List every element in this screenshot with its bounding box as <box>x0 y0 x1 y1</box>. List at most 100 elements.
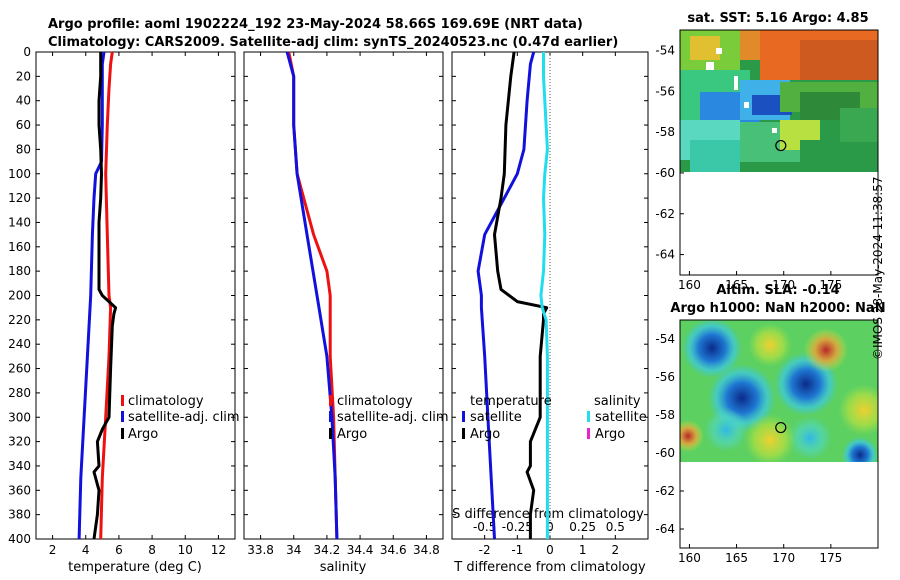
x-tick-label: -1 <box>511 543 523 557</box>
y-tick-label: 240 <box>8 337 31 351</box>
s-tick-label: -0.5 <box>473 520 496 534</box>
y-tick-label: 380 <box>8 508 31 522</box>
legend-label-climatology: climatology <box>128 394 204 409</box>
legend-label-argo: Argo <box>337 427 367 442</box>
sst-profile-marker <box>775 139 787 152</box>
y-tick-label: 180 <box>8 264 31 278</box>
legend-label-climatology: climatology <box>337 394 413 409</box>
y-tick-label: 140 <box>8 215 31 229</box>
temperature-xlabel: temperature (deg C) <box>68 560 202 575</box>
sla-lon-label: 170 <box>772 551 795 565</box>
y-tick-label: 0 <box>23 45 31 59</box>
x-tick-label: 34.8 <box>413 543 440 557</box>
x-tick-label: 34 <box>286 543 301 557</box>
sla-map-title-2: Argo h1000: NaN h2000: NaN <box>670 301 885 316</box>
y-tick-label: 40 <box>16 94 31 108</box>
legend-label-satellite: satellite <box>595 410 647 425</box>
x-tick-label: 10 <box>178 543 193 557</box>
title-line-1: Argo profile: aoml 1902224_192 23-May-20… <box>48 17 583 32</box>
legend-swatch-argo <box>121 428 124 439</box>
y-tick-label: 400 <box>8 532 31 546</box>
series-line-salinity-satellite <box>539 52 549 539</box>
sla-lat-label: -54 <box>655 332 675 346</box>
y-tick-label: 360 <box>8 483 31 497</box>
legend-label-satellite: satellite-adj. clim <box>337 410 449 425</box>
legend-swatch-satellite <box>329 411 332 422</box>
sst-lat-label: -62 <box>655 207 675 221</box>
legend-title-salinity: salinity <box>594 394 641 409</box>
series-line-temperature-argo <box>493 51 549 539</box>
legend-swatch-argo <box>587 428 590 439</box>
salinity-legend: climatology satellite-adj. clim Argo <box>329 394 449 442</box>
legend-swatch-satellite <box>462 411 465 422</box>
y-tick-label: 300 <box>8 410 31 424</box>
legend-label-satellite: satellite-adj. clim <box>128 410 240 425</box>
sst-lat-label: -64 <box>655 248 675 262</box>
sst-lon-label: 165 <box>725 278 748 292</box>
x-tick-label: 34.6 <box>380 543 407 557</box>
sst-lon-label: 170 <box>772 278 795 292</box>
x-tick-label: -2 <box>479 543 491 557</box>
series-line-argo <box>92 52 118 540</box>
sla-map-title-1: Altim. SLA: -0.14 <box>716 283 839 298</box>
sla-lon-label: 175 <box>819 551 842 565</box>
s-tick-label: -0.25 <box>502 520 533 534</box>
sla-map <box>680 320 878 462</box>
temperature-panel <box>35 51 236 540</box>
title-line-2: Climatology: CARS2009. Satellite-adj cli… <box>48 35 618 50</box>
sst-map-title: sat. SST: 5.16 Argo: 4.85 <box>687 11 868 26</box>
sla-profile-marker <box>775 421 787 434</box>
sla-lon-label: 160 <box>678 551 701 565</box>
y-tick-label: 280 <box>8 386 31 400</box>
series-line-satellite-adj-clim <box>77 51 106 540</box>
y-tick-label: 340 <box>8 459 31 473</box>
sst-lat-label: -54 <box>655 43 675 57</box>
x-tick-label: 1 <box>579 543 587 557</box>
s-tick-label: 0 <box>546 520 554 534</box>
legend-swatch-satellite <box>587 411 590 422</box>
x-tick-label: 34.2 <box>314 543 341 557</box>
y-tick-label: 120 <box>8 191 31 205</box>
series-line-temperature-satellite <box>476 51 536 540</box>
x-tick-label: 2 <box>49 543 57 557</box>
sla-lat-label: -60 <box>655 446 675 460</box>
sst-lat-label: -58 <box>655 125 675 139</box>
sst-map <box>680 30 878 172</box>
legend-label-argo: Argo <box>595 427 625 442</box>
legend-title-temperature: temperature <box>470 394 552 409</box>
legend-label-argo: Argo <box>470 427 500 442</box>
legend-swatch-argo <box>462 428 465 439</box>
sla-lon-label: 165 <box>725 551 748 565</box>
y-tick-label: 20 <box>16 69 31 83</box>
x-tick-label: 6 <box>115 543 123 557</box>
y-tick-label: 320 <box>8 435 31 449</box>
x-tick-label: 2 <box>612 543 620 557</box>
legend-swatch-satellite <box>121 411 124 422</box>
sst-map-frame <box>679 29 879 276</box>
x-tick-label: 8 <box>148 543 156 557</box>
sst-lat-label: -56 <box>655 84 675 98</box>
series-line-climatology <box>99 51 114 540</box>
x-tick-label: 33.8 <box>247 543 274 557</box>
copyright-stamp: ©IMOS 28-May-2024 11:38:57 <box>871 176 885 360</box>
sst-lon-label: 160 <box>678 278 701 292</box>
s-tick-label: 0.5 <box>606 520 625 534</box>
y-tick-label: 200 <box>8 289 31 303</box>
y-tick-label: 60 <box>16 118 31 132</box>
sla-lat-label: -56 <box>655 370 675 384</box>
x-tick-label: 4 <box>82 543 90 557</box>
legend-swatch-climatology <box>121 395 124 406</box>
sla-lat-label: -58 <box>655 408 675 422</box>
sst-lon-label: 175 <box>819 278 842 292</box>
legend-label-argo: Argo <box>128 427 158 442</box>
x-tick-label: 0 <box>546 543 554 557</box>
x-tick-label: 12 <box>211 543 226 557</box>
legend-label-satellite: satellite <box>470 410 522 425</box>
sla-lat-label: -62 <box>655 484 675 498</box>
sla-map-frame <box>679 319 879 549</box>
s-tick-label: 0.25 <box>569 520 596 534</box>
x-tick-label: 34.4 <box>347 543 374 557</box>
series-line-satellite-adj-clim <box>285 51 339 540</box>
legend-swatch-argo <box>329 428 332 439</box>
